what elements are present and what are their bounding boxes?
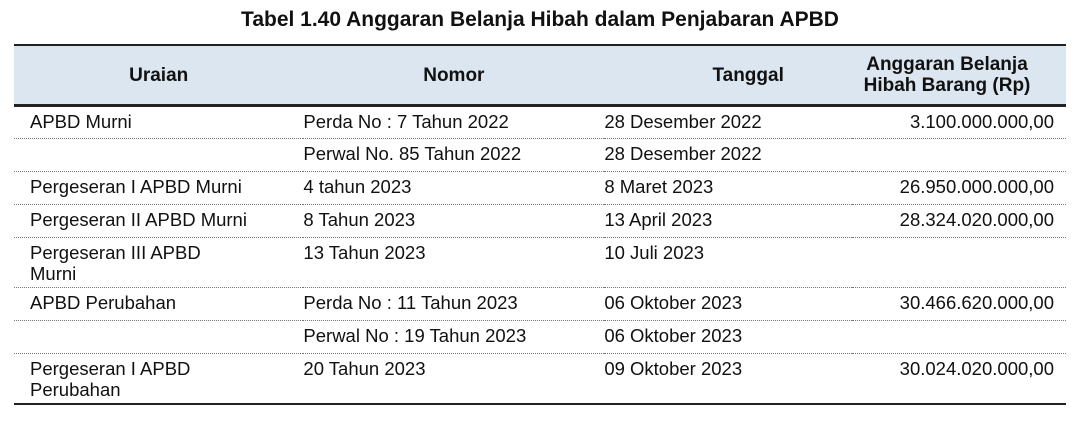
cell-uraian: APBD Perubahan (14, 287, 304, 321)
cell-nomor: 20 Tahun 2023 (303, 353, 605, 405)
cell-tanggal: 06 Oktober 2023 (604, 287, 852, 321)
header-uraian: Uraian (14, 44, 304, 107)
table-row: APBD Murni Perda No : 7 Tahun 2022 28 Dese… (14, 105, 1066, 139)
cell-tanggal: 06 Oktober 2023 (604, 320, 852, 354)
header-tanggal: Tanggal (604, 44, 852, 107)
tanggal-text: 13 April 2023 (604, 209, 713, 230)
uraian-text: Pergeseran II APBD Murni (30, 209, 247, 230)
anggaran-text: 3.100.000.000,00 (909, 111, 1054, 132)
cell-anggaran (852, 138, 1066, 172)
tanggal-text: 28 Desember 2022 (604, 111, 762, 132)
cell-anggaran: 26.950.000.000,00 (852, 171, 1066, 205)
table-row: APBD Perubahan Perda No : 11 Tahun 2023 06… (14, 287, 1066, 321)
cell-uraian: Pergeseran II APBD Murni (14, 204, 304, 238)
table-title: Tabel 1.40 Anggaran Belanja Hibah dalam … (241, 8, 839, 31)
cell-anggaran: 28.324.020.000,00 (852, 204, 1066, 238)
cell-nomor: 8 Tahun 2023 (303, 204, 605, 238)
cell-tanggal: 28 Desember 2022 (604, 105, 852, 139)
tanggal-text: 8 Maret 2023 (604, 176, 714, 197)
table-row: Pergeseran I APBD Perubahan 20 Tahun 2023… (14, 353, 1066, 405)
header-anggaran-text: Anggaran Belanja Hibah Barang (Rp) (863, 54, 1031, 96)
table-row: Pergeseran III APBD Murni 13 Tahun 2023 10… (14, 237, 1066, 288)
cell-uraian: APBD Murni (14, 105, 304, 139)
nomor-text: Perda No : 7 Tahun 2022 (303, 111, 509, 132)
cell-tanggal: 28 Desember 2022 (604, 138, 852, 172)
cell-anggaran (852, 320, 1066, 354)
tanggal-text: 28 Desember 2022 (604, 143, 762, 164)
cell-nomor: Perwal No. 85 Tahun 2022 (303, 138, 605, 172)
nomor-text: 4 tahun 2023 (303, 176, 412, 197)
nomor-text: 13 Tahun 2023 (303, 242, 426, 263)
tanggal-text: 06 Oktober 2023 (604, 292, 743, 313)
anggaran-text: 30.024.020.000,00 (899, 358, 1054, 379)
tanggal-text: 10 Juli 2023 (604, 242, 705, 263)
nomor-text: Perwal No. 85 Tahun 2022 (303, 143, 522, 164)
cell-anggaran: 3.100.000.000,00 (852, 105, 1066, 139)
cell-uraian: Pergeseran I APBD Perubahan (14, 353, 304, 405)
header-nomor: Nomor (303, 44, 605, 107)
table-row: Pergeseran II APBD Murni 8 Tahun 2023 13 A… (14, 204, 1066, 238)
cell-tanggal: 13 April 2023 (604, 204, 852, 238)
table-row: Perwal No. 85 Tahun 2022 28 Desember 2022 (14, 138, 1066, 172)
cell-nomor: 13 Tahun 2023 (303, 237, 605, 288)
cell-uraian (14, 138, 304, 172)
cell-anggaran: 30.024.020.000,00 (852, 353, 1066, 405)
anggaran-text: 26.950.000.000,00 (899, 176, 1054, 197)
anggaran-text: 30.466.620.000,00 (899, 292, 1054, 313)
cell-uraian: Pergeseran I APBD Murni (14, 171, 304, 205)
cell-nomor: Perda No : 7 Tahun 2022 (303, 105, 605, 139)
cell-nomor: Perwal No : 19 Tahun 2023 (303, 320, 605, 354)
table-row: Pergeseran I APBD Murni 4 tahun 2023 8 Mar… (14, 171, 1066, 205)
uraian-text: APBD Murni (30, 111, 132, 132)
nomor-text: Perwal No : 19 Tahun 2023 (303, 325, 527, 346)
cell-uraian (14, 320, 304, 354)
cell-tanggal: 10 Juli 2023 (604, 237, 852, 288)
uraian-text: Pergeseran I APBD Perubahan (30, 358, 191, 400)
uraian-text: Pergeseran I APBD Murni (30, 176, 242, 197)
header-anggaran: Anggaran Belanja Hibah Barang (Rp) (852, 44, 1066, 107)
cell-anggaran (852, 237, 1066, 288)
cell-tanggal: 09 Oktober 2023 (604, 353, 852, 405)
nomor-text: 8 Tahun 2023 (303, 209, 416, 230)
cell-uraian: Pergeseran III APBD Murni (14, 237, 304, 288)
budget-table: Uraian Nomor Tanggal Anggaran Belanja Hi… (14, 44, 1066, 405)
tanggal-text: 06 Oktober 2023 (604, 325, 743, 346)
table-row: Perwal No : 19 Tahun 2023 06 Oktober 2023 (14, 320, 1066, 354)
header-row: Uraian Nomor Tanggal Anggaran Belanja Hi… (14, 44, 1066, 107)
cell-nomor: 4 tahun 2023 (303, 171, 605, 205)
uraian-text: APBD Perubahan (30, 292, 177, 313)
uraian-text: Pergeseran III APBD Murni (30, 242, 201, 284)
cell-anggaran: 30.466.620.000,00 (852, 287, 1066, 321)
cell-nomor: Perda No : 11 Tahun 2023 (303, 287, 605, 321)
nomor-text: 20 Tahun 2023 (303, 358, 426, 379)
cell-tanggal: 8 Maret 2023 (604, 171, 852, 205)
anggaran-text: 28.324.020.000,00 (899, 209, 1054, 230)
tanggal-text: 09 Oktober 2023 (604, 358, 743, 379)
nomor-text: Perda No : 11 Tahun 2023 (303, 292, 518, 313)
